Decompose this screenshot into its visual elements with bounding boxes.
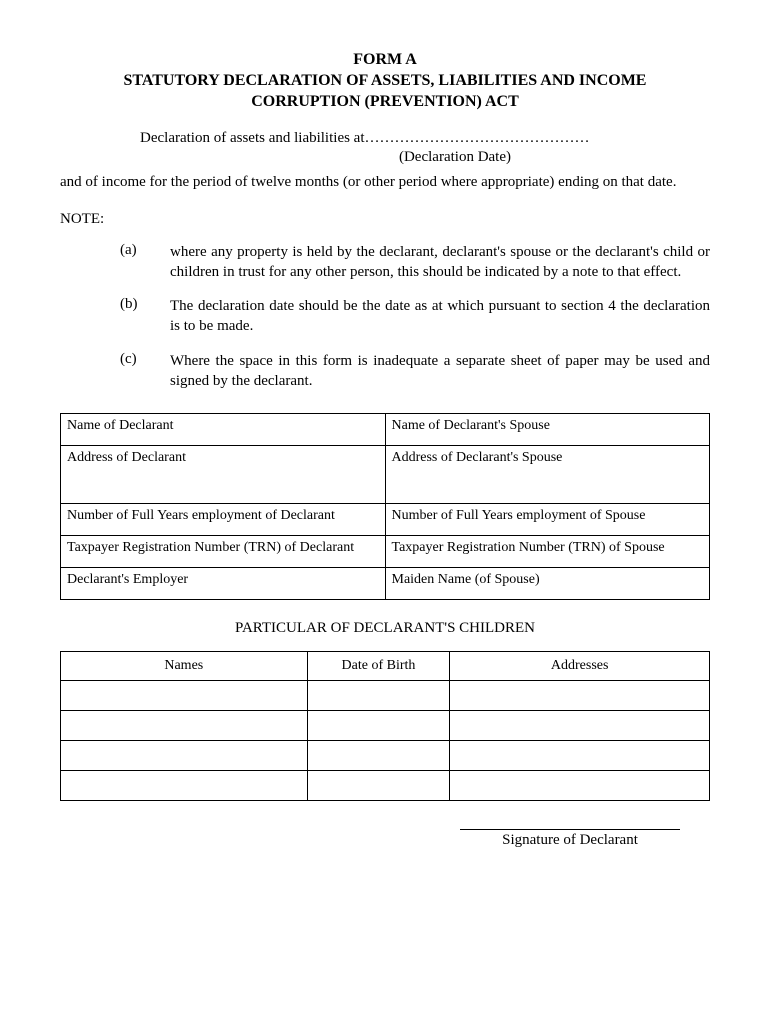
child-dob-cell[interactable] <box>307 681 450 711</box>
child-name-cell[interactable] <box>61 771 308 801</box>
child-address-cell[interactable] <box>450 771 710 801</box>
col-dob: Date of Birth <box>307 652 450 681</box>
declarant-info-table: Name of Declarant Name of Declarant's Sp… <box>60 413 710 600</box>
cell-employer-declarant[interactable]: Declarant's Employer <box>61 568 386 600</box>
children-row <box>61 771 710 801</box>
form-header: FORM A STATUTORY DECLARATION OF ASSETS, … <box>60 50 710 112</box>
child-dob-cell[interactable] <box>307 711 450 741</box>
cell-address-declarant[interactable]: Address of Declarant <box>61 446 386 504</box>
cell-name-declarant[interactable]: Name of Declarant <box>61 414 386 446</box>
declaration-date-label: (Declaration Date) <box>60 149 710 166</box>
note-text: Where the space in this form is inadequa… <box>170 351 710 392</box>
child-address-cell[interactable] <box>450 741 710 771</box>
col-addresses: Addresses <box>450 652 710 681</box>
col-names: Names <box>61 652 308 681</box>
cell-trn-declarant[interactable]: Taxpayer Registration Number (TRN) of De… <box>61 536 386 568</box>
title-line-1: STATUTORY DECLARATION OF ASSETS, LIABILI… <box>60 71 710 92</box>
child-name-cell[interactable] <box>61 681 308 711</box>
cell-trn-spouse[interactable]: Taxpayer Registration Number (TRN) of Sp… <box>385 536 710 568</box>
note-letter: (a) <box>120 242 170 283</box>
note-letter: (b) <box>120 296 170 337</box>
note-letter: (c) <box>120 351 170 392</box>
children-row <box>61 711 710 741</box>
child-dob-cell[interactable] <box>307 741 450 771</box>
cell-maiden-spouse[interactable]: Maiden Name (of Spouse) <box>385 568 710 600</box>
form-code: FORM A <box>60 50 710 71</box>
cell-name-spouse[interactable]: Name of Declarant's Spouse <box>385 414 710 446</box>
intro-body: and of income for the period of twelve m… <box>60 172 710 192</box>
children-row <box>61 681 710 711</box>
cell-address-spouse[interactable]: Address of Declarant's Spouse <box>385 446 710 504</box>
note-list: (a) where any property is held by the de… <box>60 242 710 392</box>
signature-block: Signature of Declarant <box>60 829 710 849</box>
note-text: The declaration date should be the date … <box>170 296 710 337</box>
declaration-prefix: Declaration of assets and liabilities at… <box>60 130 710 147</box>
note-label: NOTE: <box>60 211 710 228</box>
table-row: Taxpayer Registration Number (TRN) of De… <box>61 536 710 568</box>
child-address-cell[interactable] <box>450 711 710 741</box>
child-name-cell[interactable] <box>61 741 308 771</box>
table-row: Address of Declarant Address of Declaran… <box>61 446 710 504</box>
table-row: Name of Declarant Name of Declarant's Sp… <box>61 414 710 446</box>
children-table: Names Date of Birth Addresses <box>60 651 710 801</box>
cell-years-spouse[interactable]: Number of Full Years employment of Spous… <box>385 504 710 536</box>
note-item-c: (c) Where the space in this form is inad… <box>60 351 710 392</box>
children-header-row: Names Date of Birth Addresses <box>61 652 710 681</box>
table-row: Number of Full Years employment of Decla… <box>61 504 710 536</box>
note-text: where any property is held by the declar… <box>170 242 710 283</box>
child-dob-cell[interactable] <box>307 771 450 801</box>
child-address-cell[interactable] <box>450 681 710 711</box>
cell-years-declarant[interactable]: Number of Full Years employment of Decla… <box>61 504 386 536</box>
children-row <box>61 741 710 771</box>
note-item-b: (b) The declaration date should be the d… <box>60 296 710 337</box>
table-row: Declarant's Employer Maiden Name (of Spo… <box>61 568 710 600</box>
note-item-a: (a) where any property is held by the de… <box>60 242 710 283</box>
title-line-2: CORRUPTION (PREVENTION) ACT <box>60 92 710 113</box>
signature-label[interactable]: Signature of Declarant <box>460 829 680 849</box>
children-section-heading: PARTICULAR OF DECLARANT'S CHILDREN <box>60 620 710 637</box>
child-name-cell[interactable] <box>61 711 308 741</box>
